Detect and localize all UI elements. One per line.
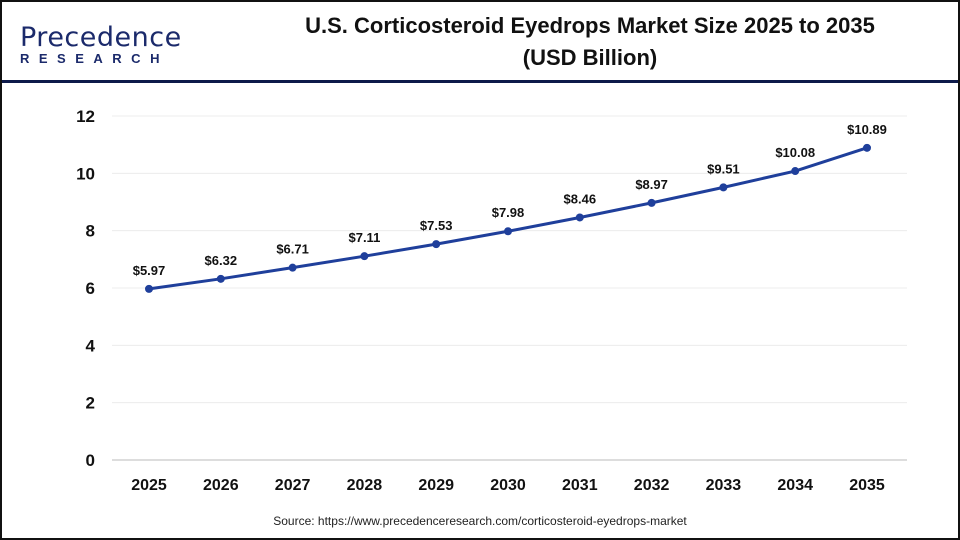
data-point — [575, 213, 584, 222]
header-divider — [2, 80, 958, 83]
data-point — [216, 274, 225, 283]
data-point — [360, 252, 369, 261]
x-tick-label: 2025 — [131, 477, 167, 494]
x-tick-label: 2033 — [706, 477, 742, 494]
data-point — [863, 143, 871, 152]
data-point — [432, 240, 441, 249]
chart-title: U.S. Corticosteroid Eyedrops Market Size… — [232, 10, 948, 74]
y-tick-label: 0 — [86, 451, 95, 470]
logo-line1: Precedence — [20, 22, 182, 53]
data-label: $7.98 — [492, 205, 525, 220]
data-label: $10.08 — [775, 145, 815, 160]
data-label: $9.51 — [707, 161, 740, 176]
y-tick-label: 10 — [76, 164, 95, 183]
x-tick-label: 2027 — [275, 477, 311, 494]
data-point — [647, 198, 656, 207]
x-tick-label: 2029 — [418, 477, 454, 494]
x-tick-label: 2031 — [562, 477, 598, 494]
logo: Precedence RESEARCH — [20, 22, 182, 66]
data-label: $6.32 — [205, 253, 238, 268]
y-tick-label: 2 — [86, 394, 95, 413]
data-label: $10.89 — [847, 122, 887, 137]
x-tick-label: 2032 — [634, 477, 670, 494]
data-point — [145, 284, 153, 293]
x-tick-label: 2028 — [347, 477, 383, 494]
x-tick-label: 2034 — [777, 477, 813, 494]
data-label: $6.71 — [276, 242, 309, 257]
y-tick-label: 12 — [76, 107, 95, 126]
data-point — [719, 183, 728, 192]
data-point — [288, 263, 297, 272]
data-point — [504, 227, 512, 236]
x-tick-label: 2035 — [849, 477, 885, 494]
data-label: $7.11 — [348, 230, 380, 245]
y-tick-label: 8 — [86, 222, 95, 241]
data-point — [791, 167, 800, 176]
data-label: $8.46 — [564, 191, 597, 206]
x-tick-label: 2026 — [203, 477, 239, 494]
y-tick-label: 4 — [86, 336, 96, 355]
data-label: $7.53 — [420, 218, 453, 233]
y-tick-label: 6 — [86, 279, 95, 298]
x-tick-label: 2030 — [490, 477, 526, 494]
source-text: Source: https://www.precedenceresearch.c… — [273, 514, 687, 528]
data-label: $8.97 — [635, 177, 668, 192]
subtitle-text: (USD Billion) — [522, 45, 658, 70]
data-label: $5.97 — [133, 263, 166, 278]
title-text: U.S. Corticosteroid Eyedrops Market Size… — [305, 13, 875, 38]
logo-line2: RESEARCH — [20, 51, 169, 66]
